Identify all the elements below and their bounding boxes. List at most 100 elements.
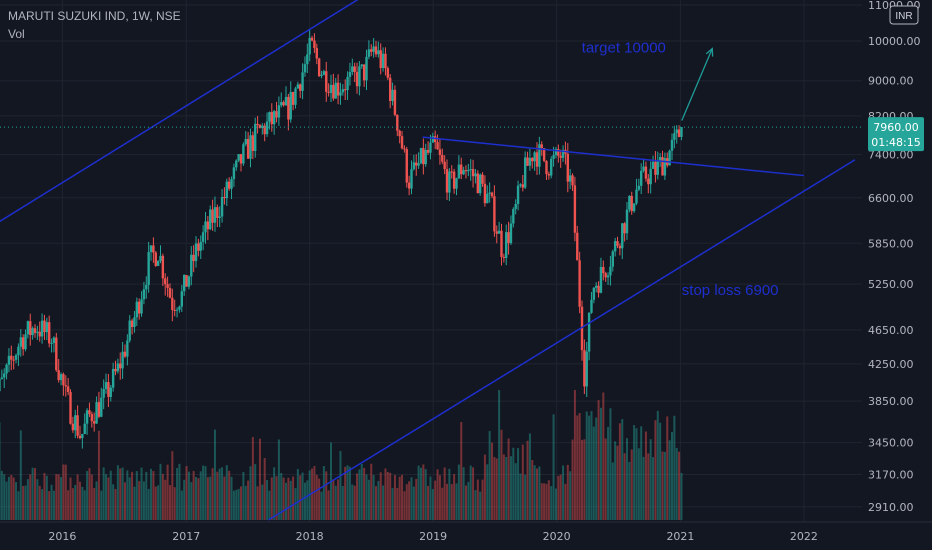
candle-body xyxy=(353,66,356,73)
volume-bar xyxy=(190,482,193,520)
volume-bar xyxy=(71,488,74,520)
candle-body xyxy=(677,129,681,137)
volume-bar xyxy=(287,477,290,520)
volume-bar xyxy=(438,475,441,520)
volume-bar xyxy=(121,467,124,520)
volume-bar xyxy=(389,472,392,520)
volume-bar xyxy=(261,484,264,520)
x-tick-label: 2020 xyxy=(543,530,571,543)
volume-bar xyxy=(150,468,153,520)
candle-body xyxy=(175,309,179,311)
volume-bar xyxy=(263,458,266,520)
volume-bar xyxy=(559,474,562,520)
volume-bar xyxy=(67,490,70,520)
volume-bar xyxy=(661,451,664,520)
candle-body xyxy=(346,76,349,91)
candle-body xyxy=(618,245,622,249)
volume-bar xyxy=(135,471,138,520)
candle-body xyxy=(450,171,453,173)
volume-bar xyxy=(244,485,247,520)
candle-body xyxy=(284,96,288,106)
candle-body xyxy=(344,89,347,91)
volume-bar xyxy=(415,478,418,520)
volume-bar xyxy=(583,439,586,520)
candle-body xyxy=(133,317,136,327)
candle-body xyxy=(640,170,643,186)
volume-bar xyxy=(517,448,520,520)
candle-body xyxy=(426,149,430,153)
candle-body xyxy=(121,351,124,369)
candle-body xyxy=(201,232,205,242)
volume-bar xyxy=(322,465,325,520)
y-tick-label: 9000.00 xyxy=(868,75,914,88)
volume-bar xyxy=(512,447,515,520)
candle-body xyxy=(377,50,380,55)
volume-bar xyxy=(481,479,484,520)
candle-body xyxy=(268,112,271,122)
volume-bar xyxy=(218,468,221,520)
volume-bar xyxy=(540,483,543,520)
volume-bar xyxy=(675,447,678,520)
candle-body xyxy=(658,157,662,161)
candle-body xyxy=(140,299,143,314)
volume-bar xyxy=(100,490,103,520)
candle-body xyxy=(239,154,243,164)
volume-bar xyxy=(209,476,212,520)
volume-bar xyxy=(296,469,299,520)
candle-body xyxy=(630,195,633,212)
candle-body xyxy=(66,386,70,393)
target-arrow-head xyxy=(705,47,714,57)
volume-bar xyxy=(564,483,567,520)
candle-body xyxy=(232,167,236,180)
candle-body xyxy=(514,204,517,210)
candle-body xyxy=(464,170,468,172)
candle-body xyxy=(194,243,198,262)
volume-bar xyxy=(109,470,112,520)
candle-body xyxy=(315,48,318,59)
candle-body xyxy=(303,64,307,73)
volume-bar xyxy=(595,417,598,520)
volume-bar xyxy=(254,464,257,520)
volume-bar xyxy=(327,490,330,520)
volume-bar xyxy=(43,472,46,520)
volume-bar xyxy=(31,467,34,520)
candle-body xyxy=(40,320,44,337)
volume-bar xyxy=(424,469,427,520)
candle-body xyxy=(412,162,416,170)
candle-body xyxy=(254,123,257,151)
volume-bar xyxy=(277,439,280,520)
volume-bar xyxy=(476,479,479,520)
volume-bar xyxy=(670,431,673,520)
candlesticks xyxy=(0,29,683,449)
candle-body xyxy=(611,251,614,267)
volume-bar xyxy=(531,460,534,520)
candle-body xyxy=(0,377,4,379)
candle-body xyxy=(443,161,446,170)
volume-bar xyxy=(337,479,340,520)
candle-body xyxy=(571,175,574,186)
volume-bar xyxy=(408,481,411,520)
candle-body xyxy=(429,142,432,153)
volume-bar xyxy=(623,453,626,520)
candle-body xyxy=(187,276,191,287)
candle-body xyxy=(135,301,139,318)
candle-body xyxy=(265,121,269,135)
candle-body xyxy=(654,161,657,175)
volume-bar xyxy=(356,473,359,520)
candle-body xyxy=(526,157,529,166)
volume-bar xyxy=(431,489,434,520)
candle-body xyxy=(0,378,1,392)
candle-body xyxy=(339,92,342,96)
candle-body xyxy=(405,149,408,183)
volume-bar xyxy=(152,470,155,520)
volume-bar xyxy=(45,475,48,520)
x-tick-label: 2022 xyxy=(790,530,818,543)
candle-body xyxy=(436,142,439,150)
candle-body xyxy=(595,285,598,288)
y-tick-label: 3850.00 xyxy=(868,395,914,408)
volume-bar xyxy=(97,430,100,520)
volume-bar xyxy=(348,466,351,520)
candle-body xyxy=(178,306,181,310)
